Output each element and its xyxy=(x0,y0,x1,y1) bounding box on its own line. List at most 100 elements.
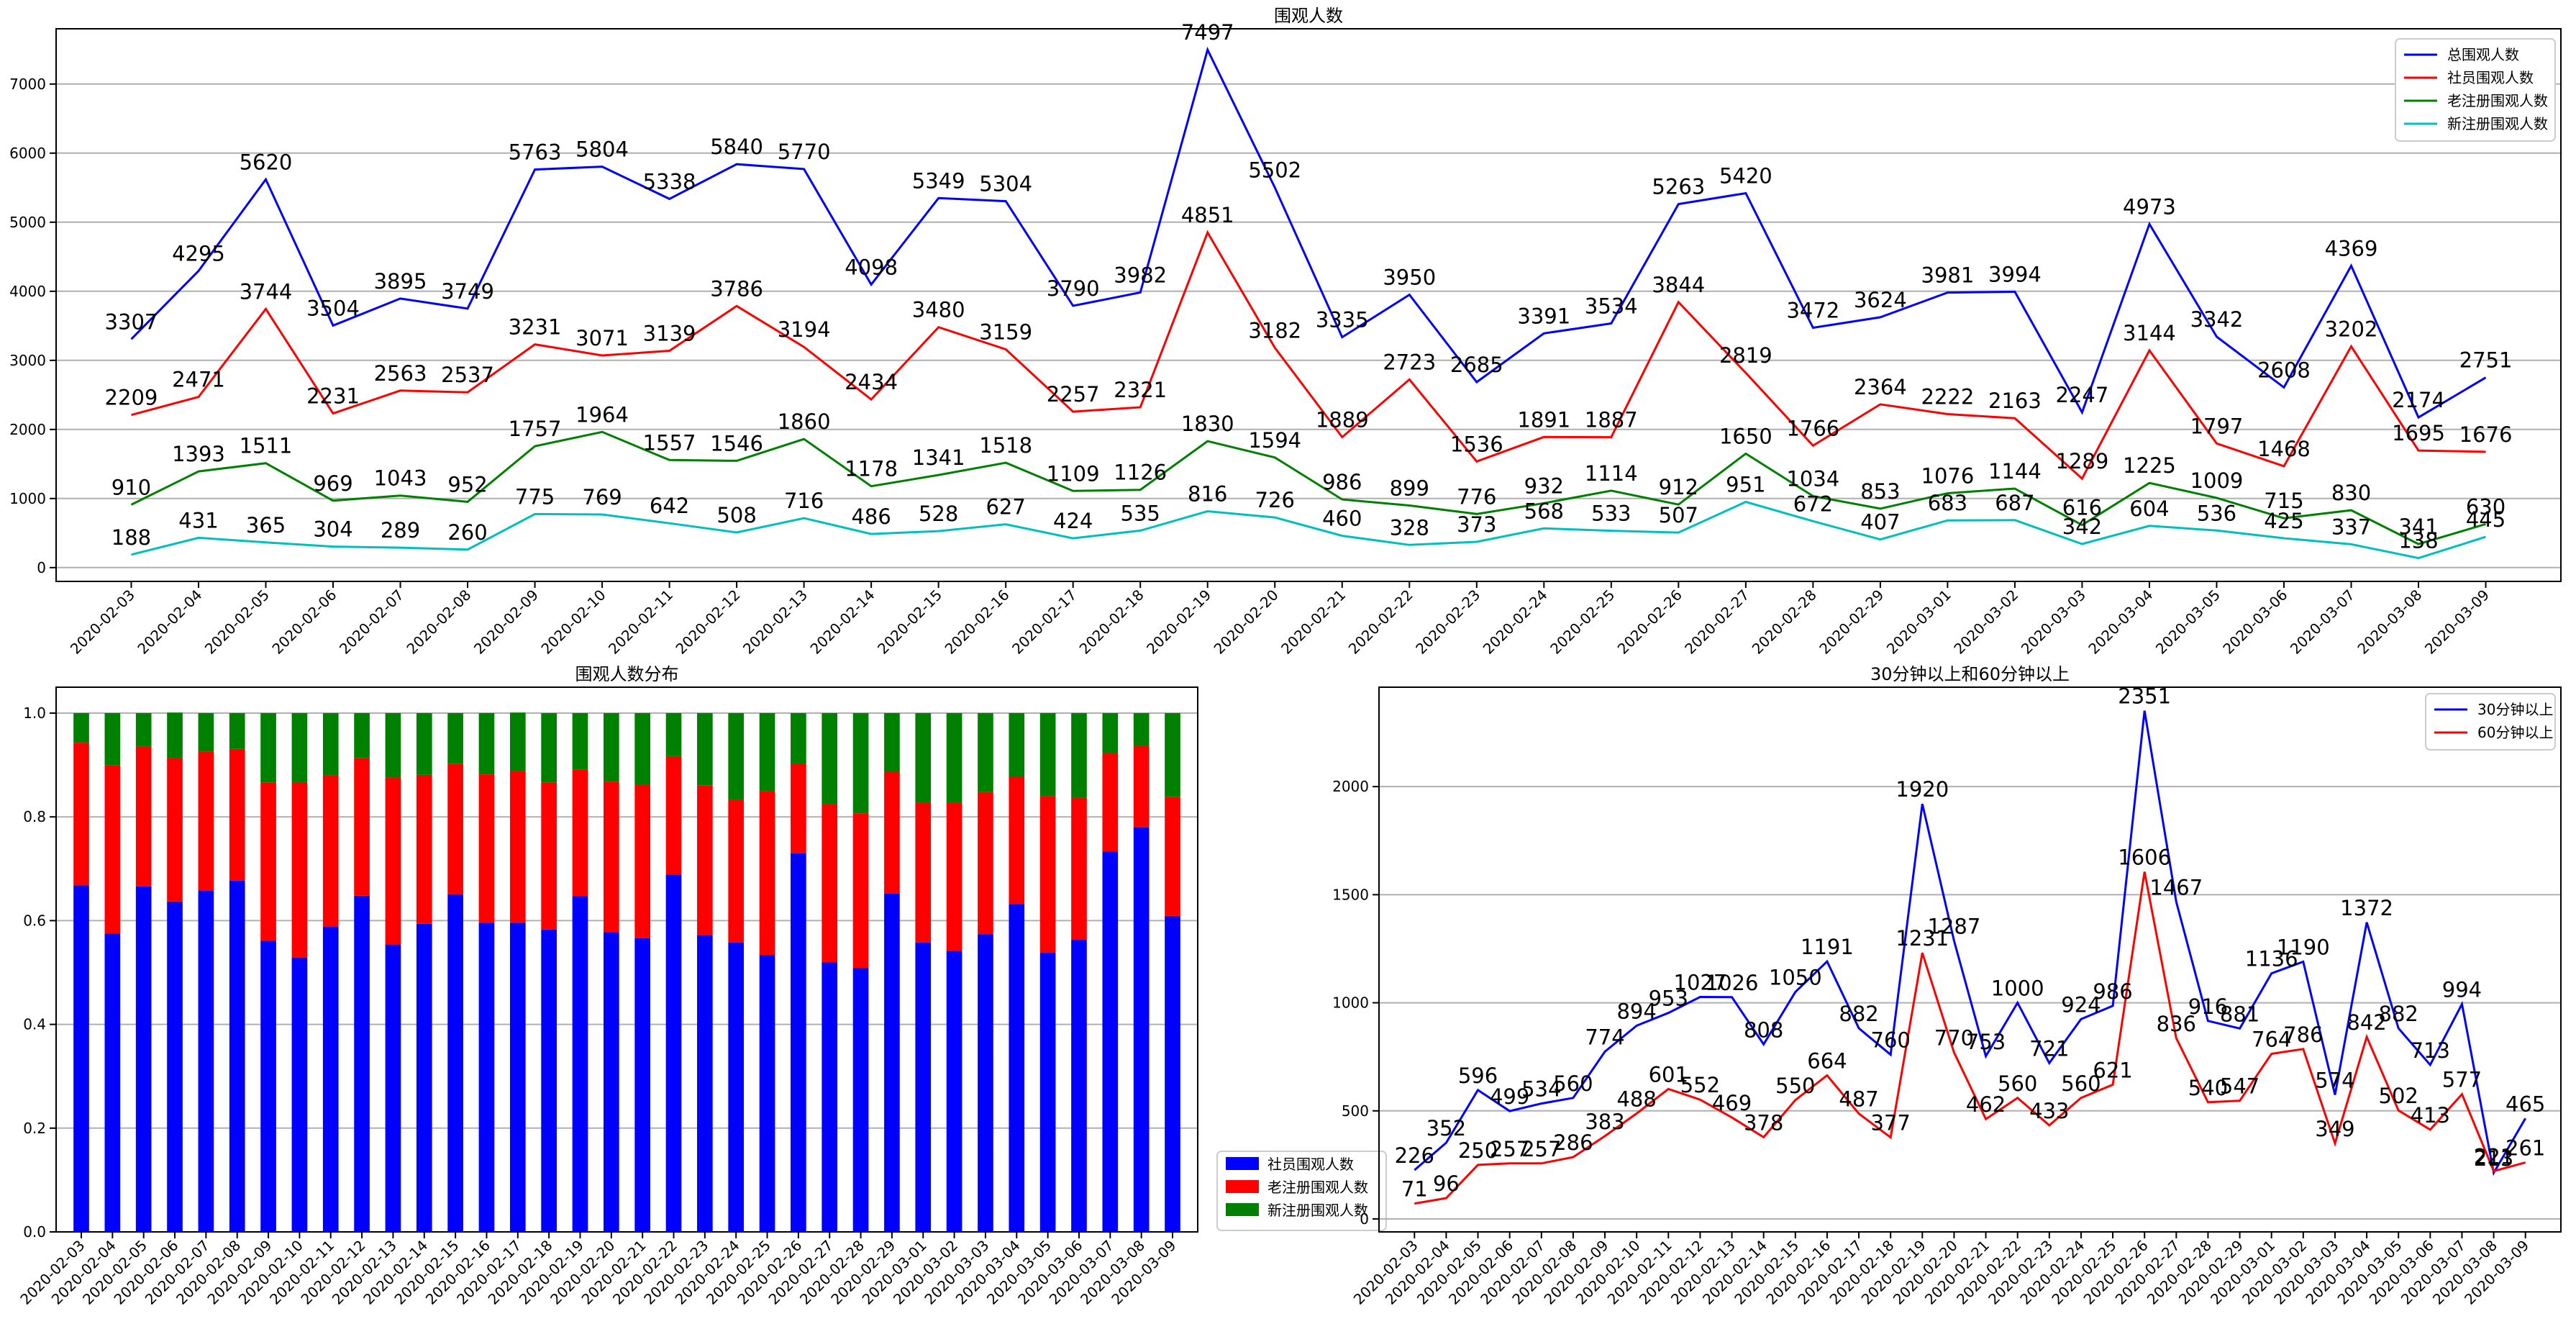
data-label: 4295 xyxy=(172,241,225,266)
data-label: 1191 xyxy=(1801,935,1854,959)
data-label: 3504 xyxy=(306,296,360,320)
data-label: 3895 xyxy=(374,269,427,294)
data-label: 1114 xyxy=(1585,461,1638,486)
data-label: 407 xyxy=(1860,510,1900,535)
bar-segment-1 xyxy=(915,942,932,1232)
bar-segment-1 xyxy=(634,938,651,1232)
data-label: 687 xyxy=(1995,491,2034,515)
bar-segment-3 xyxy=(509,712,526,771)
bar-segment-2 xyxy=(322,775,339,928)
data-label: 924 xyxy=(2061,992,2101,1017)
data-label: 3844 xyxy=(1652,273,1705,297)
data-label: 1126 xyxy=(1114,461,1167,485)
data-label: 1231 xyxy=(1895,926,1949,951)
data-label: 138 xyxy=(2398,529,2438,553)
data-label: 250 xyxy=(1458,1138,1498,1163)
bar-segment-3 xyxy=(852,713,869,814)
data-label: 568 xyxy=(1524,499,1564,523)
data-label: 910 xyxy=(111,475,151,499)
y-tick-label: 500 xyxy=(1342,1102,1369,1120)
y-tick-label: 0.0 xyxy=(23,1223,46,1241)
data-label: 289 xyxy=(381,518,420,543)
data-label: 953 xyxy=(1649,987,1688,1011)
bar-segment-1 xyxy=(260,940,276,1232)
legend-label: 新注册围观人数 xyxy=(1267,1202,1368,1219)
bar-segment-1 xyxy=(322,927,339,1232)
bar-segment-3 xyxy=(978,713,993,792)
x-tick-label: 2020-02-13 xyxy=(739,586,811,658)
bar-segment-2 xyxy=(603,781,619,933)
data-label: 882 xyxy=(2379,1002,2418,1026)
legend-swatch xyxy=(1226,1203,1259,1216)
data-label: 3144 xyxy=(2123,321,2176,345)
data-label: 1797 xyxy=(2190,414,2244,438)
bar-segment-3 xyxy=(728,713,745,800)
data-label: 5620 xyxy=(240,150,293,174)
data-label: 536 xyxy=(2197,501,2236,525)
x-tick-label: 2020-02-25 xyxy=(1547,586,1618,658)
data-label: 560 xyxy=(1998,1071,2037,1096)
bar-segment-3 xyxy=(229,713,245,749)
data-label: 3202 xyxy=(2325,317,2378,341)
chart-title: 围观人数分布 xyxy=(575,664,679,684)
data-label: 260 xyxy=(447,520,487,545)
x-tick-label: 2020-03-05 xyxy=(2152,586,2224,658)
data-label: 2364 xyxy=(1854,375,1907,399)
x-tick-label: 2020-02-12 xyxy=(672,586,743,658)
bar-segment-1 xyxy=(884,893,900,1232)
bar-segment-1 xyxy=(1009,904,1025,1232)
x-tick-label: 2020-02-16 xyxy=(942,586,1013,658)
data-label: 1372 xyxy=(2340,896,2393,920)
data-label: 1860 xyxy=(778,409,831,434)
data-label: 1043 xyxy=(374,466,427,491)
bar-segment-2 xyxy=(759,791,775,956)
bar-segment-3 xyxy=(541,713,557,783)
data-label: 3534 xyxy=(1585,294,1638,319)
data-label: 188 xyxy=(111,525,151,550)
data-label: 213 xyxy=(2474,1146,2513,1171)
bar-segment-2 xyxy=(1133,745,1150,828)
data-label: 912 xyxy=(1659,475,1698,499)
legend-label: 社员围观人数 xyxy=(2447,69,2534,86)
data-label: 488 xyxy=(1616,1087,1656,1111)
bar-segment-2 xyxy=(509,771,526,923)
bar-segment-3 xyxy=(1009,713,1025,777)
y-tick-label: 2000 xyxy=(9,421,46,438)
data-label: 1594 xyxy=(1248,428,1301,453)
legend-swatch xyxy=(1226,1180,1259,1193)
data-label: 286 xyxy=(1553,1130,1593,1155)
data-label: 3994 xyxy=(1988,262,2042,286)
bar-segment-3 xyxy=(634,713,651,785)
bar-segment-1 xyxy=(167,901,183,1232)
data-label: 721 xyxy=(2029,1036,2069,1061)
x-tick-label: 2020-02-04 xyxy=(134,586,205,658)
data-label: 1009 xyxy=(2190,468,2244,493)
bar-segment-2 xyxy=(1165,797,1180,916)
bar-segment-2 xyxy=(198,751,214,891)
bar-segment-3 xyxy=(665,713,682,756)
plot-frame xyxy=(1378,686,2562,1233)
bar-segment-3 xyxy=(416,713,432,775)
data-label: 764 xyxy=(2252,1027,2291,1051)
data-label: 1889 xyxy=(1316,407,1369,432)
data-label: 2608 xyxy=(2257,358,2311,382)
x-tick-label: 2020-03-02 xyxy=(1950,586,2021,658)
data-label: 3480 xyxy=(912,298,965,322)
legend-label: 老注册围观人数 xyxy=(2447,92,2548,109)
bar-segment-2 xyxy=(416,774,432,924)
data-label: 2723 xyxy=(1383,350,1436,374)
bar-segment-2 xyxy=(1071,797,1087,940)
data-label: 753 xyxy=(1966,1030,2006,1054)
data-label: 377 xyxy=(1871,1111,1911,1135)
bar-segment-3 xyxy=(915,713,932,803)
bar-segment-1 xyxy=(665,874,682,1232)
data-label: 1467 xyxy=(2149,875,2203,899)
data-label: 1606 xyxy=(2118,845,2171,870)
data-label: 5770 xyxy=(778,140,831,164)
data-label: 1546 xyxy=(710,431,763,455)
data-label: 596 xyxy=(1458,1064,1498,1088)
bar-segment-1 xyxy=(852,968,869,1232)
bar-segment-1 xyxy=(509,922,526,1232)
data-label: 4098 xyxy=(845,255,898,279)
x-tick-label: 2020-02-17 xyxy=(1009,586,1080,658)
